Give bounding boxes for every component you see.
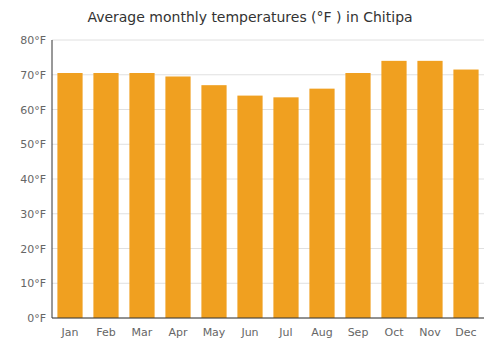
bar xyxy=(129,73,154,318)
x-tick-label: Nov xyxy=(419,326,441,339)
bar xyxy=(417,61,442,318)
x-tick-label: Mar xyxy=(132,326,153,339)
x-tick-label: Oct xyxy=(384,326,404,339)
bar xyxy=(57,73,82,318)
bars xyxy=(57,61,478,318)
chart: Average monthly temperatures (°F ) in Ch… xyxy=(0,0,500,350)
x-tick-label: May xyxy=(203,326,226,339)
x-tick-label: Aug xyxy=(311,326,332,339)
x-tick-label: Dec xyxy=(455,326,476,339)
x-tick-label: Jan xyxy=(61,326,79,339)
bar xyxy=(93,73,118,318)
bar xyxy=(201,85,226,318)
x-tick-label: Sep xyxy=(348,326,369,339)
grid-line xyxy=(52,318,484,319)
x-tick-label: Jun xyxy=(240,326,258,339)
bar xyxy=(381,61,406,318)
y-tick-label: 20°F xyxy=(20,243,46,256)
y-tick-label: 50°F xyxy=(20,138,46,151)
y-tick-label: 80°F xyxy=(20,34,46,47)
y-axis xyxy=(52,40,53,318)
x-axis xyxy=(52,318,484,319)
bar xyxy=(237,96,262,318)
y-tick-label: 0°F xyxy=(27,312,46,325)
y-tick-label: 10°F xyxy=(20,277,46,290)
y-tick-label: 60°F xyxy=(20,104,46,117)
x-tick-label: Jul xyxy=(278,326,292,339)
bar xyxy=(345,73,370,318)
y-tick-label: 40°F xyxy=(20,173,46,186)
title: Average monthly temperatures (°F ) in Ch… xyxy=(87,9,412,25)
bar xyxy=(165,76,190,318)
y-tick-label: 30°F xyxy=(20,208,46,221)
chart-container: Average monthly temperatures (°F ) in Ch… xyxy=(0,0,500,350)
bar xyxy=(309,89,334,318)
x-tick-label: Apr xyxy=(168,326,188,339)
x-tick-label: Feb xyxy=(96,326,115,339)
grid xyxy=(52,40,484,318)
y-tick-label: 70°F xyxy=(20,69,46,82)
bar xyxy=(453,70,478,318)
grid-line xyxy=(52,40,484,41)
bar xyxy=(273,97,298,318)
